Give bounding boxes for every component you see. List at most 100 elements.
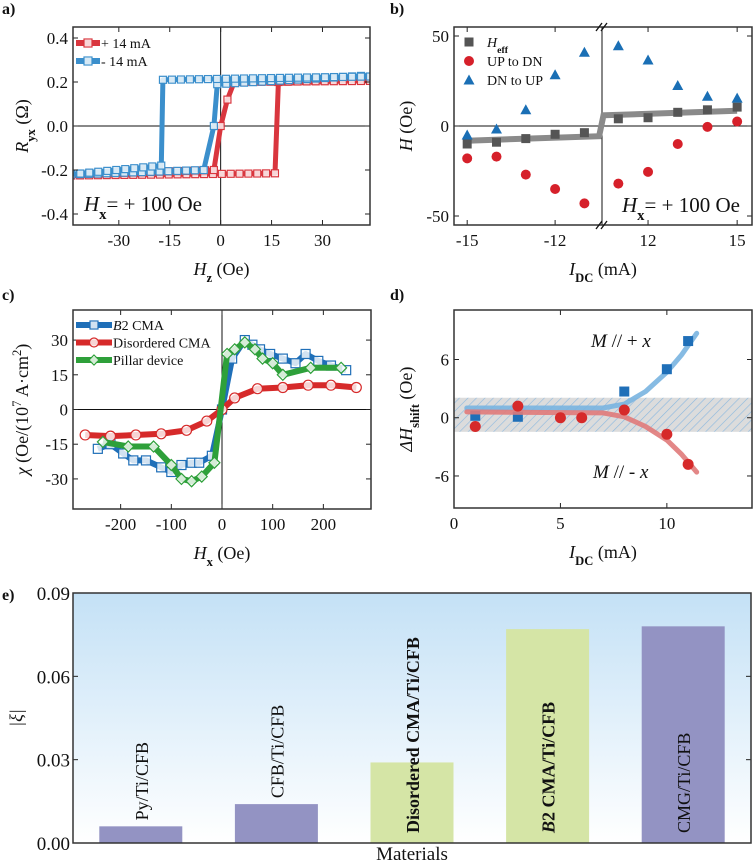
- data-point: [92, 443, 103, 454]
- data-point: [578, 46, 590, 57]
- y-tick-label: 0: [441, 409, 450, 428]
- data-point: [173, 166, 182, 175]
- x-axis-label: Hx (Oe): [193, 543, 251, 569]
- y-tick-label: 6: [441, 351, 450, 370]
- data-point: [201, 415, 213, 427]
- data-point: [139, 163, 148, 172]
- data-point: [257, 74, 267, 83]
- y-tick-label: 0: [60, 401, 69, 420]
- data-point: [619, 386, 630, 397]
- plot-frame: [453, 309, 753, 509]
- data-point: [266, 356, 280, 370]
- data-point: [253, 169, 262, 178]
- data-point: [320, 73, 330, 82]
- data-point: [266, 73, 276, 83]
- data-point: [223, 95, 232, 104]
- data-point: [244, 169, 253, 178]
- data-point: [175, 472, 188, 486]
- data-point: [79, 429, 91, 441]
- bar-label: CFB/Ti/CFB: [267, 705, 287, 798]
- x-tick-label: 30: [314, 231, 331, 250]
- data-point: [209, 165, 218, 175]
- data-point: [701, 90, 713, 101]
- legend-entry: UP to DN: [487, 55, 543, 70]
- plot-frame: [72, 592, 752, 844]
- data-point: [85, 168, 94, 177]
- x-tick-label: 15: [263, 231, 280, 250]
- data-point: [643, 113, 653, 123]
- fit-curve: [464, 409, 700, 475]
- data-point: [167, 75, 177, 84]
- data-point: [550, 184, 561, 194]
- data-point: [618, 404, 630, 416]
- bar: [370, 762, 454, 843]
- data-point: [277, 353, 288, 364]
- data-point: [313, 355, 324, 367]
- panel-e: e) Py/Ti/CFB CFB/Ti/CFB Disordered CMA/Ti/C…: [2, 584, 752, 865]
- y-tick-label: 50: [432, 27, 449, 46]
- legend-marker: [464, 56, 474, 66]
- legend-marker: [88, 354, 100, 366]
- bar: [506, 629, 590, 843]
- x-axis-label: Hz (Oe): [192, 259, 249, 285]
- data-point: [365, 76, 370, 86]
- x-tick-label: 15: [729, 231, 746, 250]
- data-point: [490, 123, 502, 134]
- data-point: [190, 166, 199, 175]
- legend-entry: Heff: [486, 36, 509, 56]
- data-point: [554, 412, 566, 424]
- data-point: [181, 166, 191, 175]
- data-point: [216, 121, 225, 131]
- y-tick-label: -0.2: [41, 161, 68, 180]
- data-point: [185, 474, 198, 488]
- data-point: [194, 457, 205, 468]
- data-point: [731, 92, 743, 103]
- data-point: [661, 428, 673, 440]
- series-1: [464, 400, 700, 475]
- data-point: [199, 165, 208, 175]
- data-point: [365, 72, 370, 81]
- bar-label: CMG/Ti/CFB: [674, 733, 694, 833]
- data-point: [461, 129, 473, 140]
- data-point: [275, 73, 285, 83]
- series-1: UP to DN: [462, 55, 743, 209]
- legend-entry: Disordered CMA: [113, 337, 211, 352]
- data-point: [302, 379, 314, 391]
- data-point: [155, 428, 167, 440]
- data-point: [672, 80, 684, 90]
- x-axis-label: IDC (mA): [568, 259, 637, 285]
- data-point: [334, 361, 348, 375]
- legend-entry: B2 CMA: [113, 319, 165, 334]
- data-point: [290, 358, 301, 369]
- data-point: [158, 75, 168, 84]
- data-point: [300, 348, 311, 360]
- data-point: [176, 75, 186, 84]
- data-point: [239, 74, 249, 83]
- data-point: [521, 134, 531, 144]
- bar: [234, 804, 318, 843]
- legend-marker: [88, 337, 100, 348]
- y-tick-label: -6: [435, 467, 449, 486]
- data-point: [156, 462, 167, 473]
- x-axis-label: Materials: [376, 844, 448, 865]
- y-tick-label: 0: [441, 117, 450, 136]
- annotation-m-minus-x: M // - x: [592, 462, 649, 483]
- legend-marker: [464, 37, 474, 47]
- x-axis-label: IDC (mA): [568, 542, 637, 568]
- series-2: DN to UP: [461, 40, 743, 140]
- data-point: [256, 352, 269, 365]
- x-tick-label: 5: [556, 514, 565, 533]
- y-axis-label: Ryx (Ω): [12, 99, 38, 153]
- data-point: [176, 459, 187, 471]
- data-point: [338, 72, 348, 82]
- data-point: [462, 139, 472, 149]
- data-point: [491, 151, 502, 162]
- y-tick-label: 15: [51, 366, 68, 385]
- x-tick-label: 200: [311, 515, 337, 534]
- x-tick-label: 12: [640, 231, 657, 250]
- y-tick-label: 0.4: [47, 29, 69, 48]
- data-point: [230, 74, 240, 83]
- data-point: [148, 162, 157, 171]
- data-point: [194, 75, 204, 84]
